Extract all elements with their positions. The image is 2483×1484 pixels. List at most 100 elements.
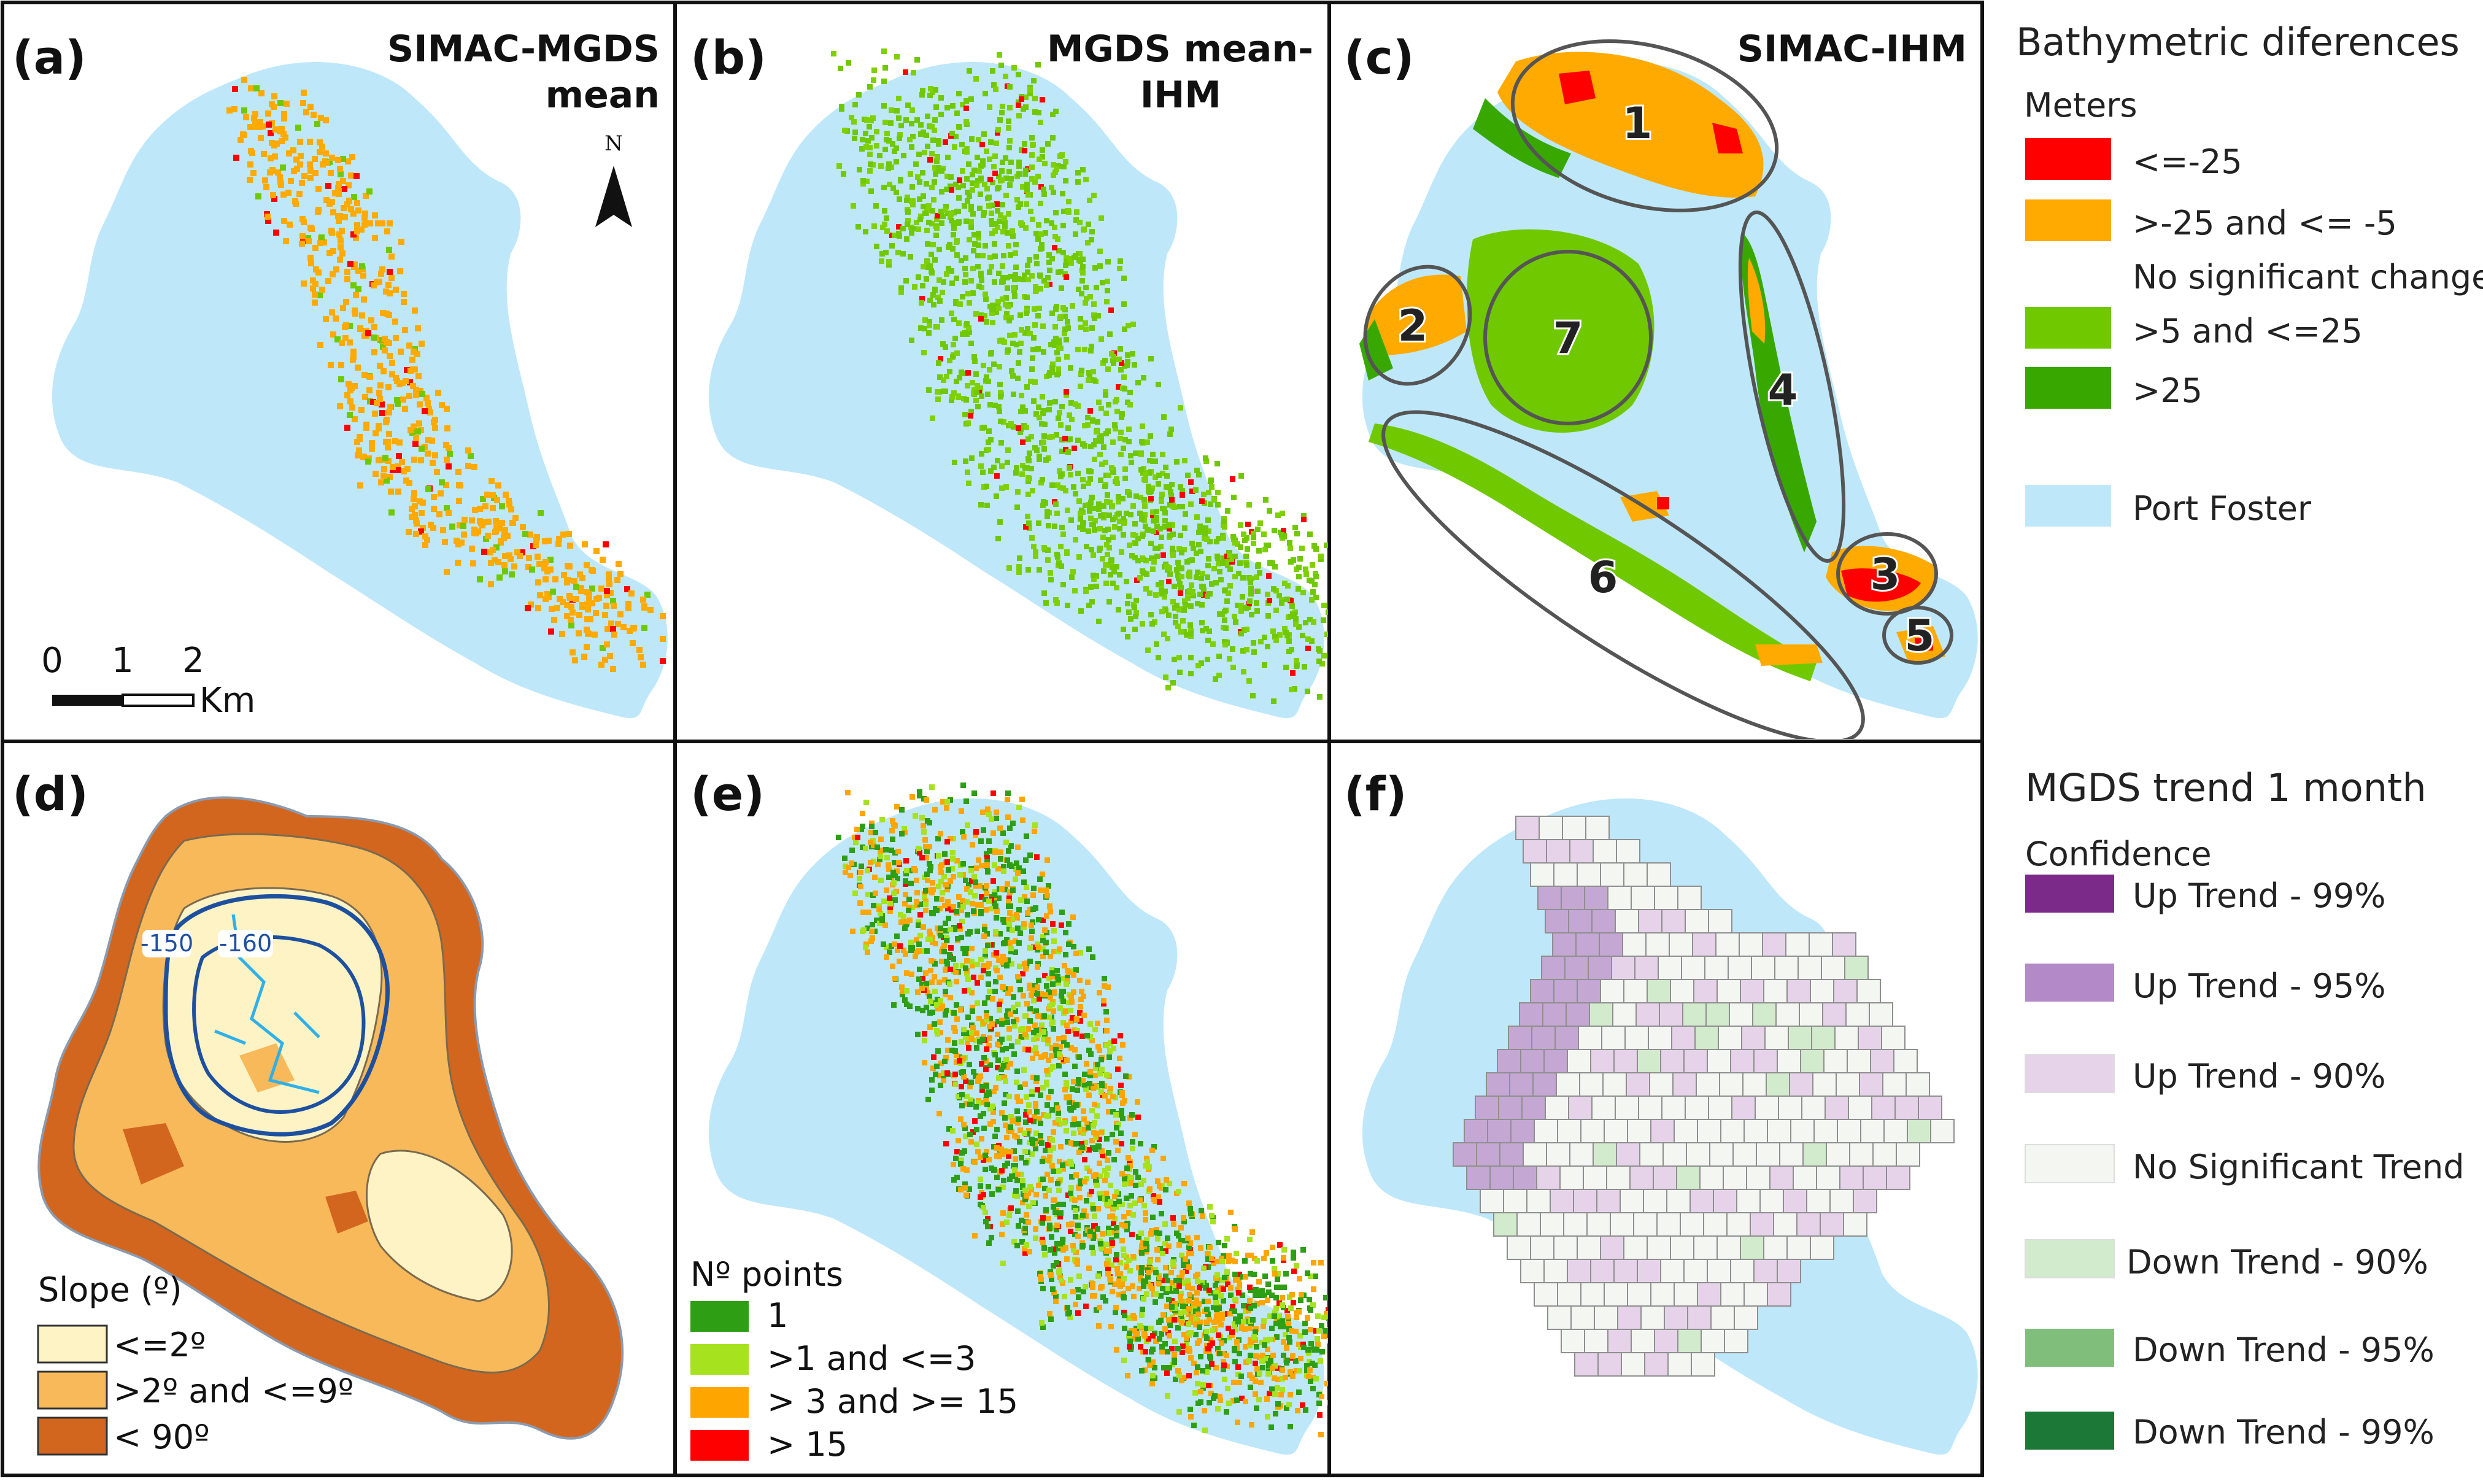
- map-cell: [1026, 520, 1032, 526]
- map-cell: [1137, 575, 1143, 581]
- map-cell: [1068, 472, 1073, 477]
- map-cell: [1012, 293, 1018, 299]
- map-cell: [989, 1191, 995, 1197]
- map-cell: [886, 161, 892, 167]
- map-cell: [1083, 1140, 1088, 1145]
- map-cell: [407, 427, 414, 433]
- map-cell: [543, 596, 549, 602]
- map-cell: [363, 193, 369, 199]
- map-cell: [1050, 135, 1056, 141]
- map-cell: [1095, 1273, 1101, 1279]
- map-cell: [363, 425, 369, 431]
- map-cell: [1224, 1236, 1230, 1242]
- map-cell: [625, 605, 631, 611]
- map-cell: [1104, 1172, 1110, 1178]
- map-cell: [1035, 984, 1040, 990]
- map-cell: [517, 553, 523, 559]
- map-cell: [1214, 1259, 1220, 1264]
- map-cell: [1178, 1291, 1184, 1296]
- map-cell: [1300, 633, 1305, 638]
- map-cell: [434, 469, 440, 475]
- map-cell: [1025, 269, 1030, 275]
- map-cell: [1248, 585, 1254, 591]
- map-cell: [970, 1005, 975, 1010]
- map-cell: [1164, 473, 1170, 479]
- map-cell: [1100, 535, 1106, 540]
- map-cell: [1273, 1321, 1279, 1326]
- panel-b-label: (b): [690, 30, 767, 85]
- map-cell: [1103, 411, 1109, 416]
- map-cell: [1265, 1297, 1270, 1303]
- map-cell: [1317, 694, 1323, 700]
- map-cell: [1226, 1401, 1232, 1406]
- map-cell: [947, 358, 952, 363]
- map-cell: [978, 316, 984, 322]
- map-cell: [1092, 518, 1098, 524]
- map-cell: [1118, 430, 1124, 435]
- map-cell: [568, 622, 574, 628]
- map-cell: [960, 371, 965, 376]
- map-cell: [925, 144, 930, 149]
- map-cell: [525, 564, 531, 570]
- map-cell: [1308, 1307, 1313, 1313]
- map-cell: [936, 980, 942, 985]
- map-cell: [358, 407, 365, 413]
- map-cell: [1005, 957, 1011, 963]
- map-cell: [990, 320, 995, 325]
- map-cell: [386, 340, 392, 346]
- map-cell: [917, 902, 923, 907]
- map-cell: [1057, 342, 1062, 347]
- map-cell: [1021, 277, 1026, 282]
- map-cell: [471, 464, 477, 470]
- map-cell: [1004, 937, 1010, 943]
- map-cell: [535, 605, 541, 611]
- map-cell: [1183, 1269, 1189, 1274]
- map-cell: [1284, 1405, 1289, 1411]
- map-cell: [863, 941, 869, 947]
- map-cell: [1011, 1051, 1017, 1057]
- map-cell: [1116, 1292, 1122, 1297]
- map-cell: [1293, 1358, 1299, 1364]
- map-cell: [938, 209, 944, 214]
- map-cell: [1030, 987, 1035, 993]
- map-cell: [1015, 926, 1021, 931]
- map-cell: [1176, 1283, 1182, 1289]
- map-cell: [1005, 460, 1010, 465]
- map-cell: [425, 486, 431, 492]
- map-cell: [1077, 1126, 1083, 1131]
- map-cell: [301, 90, 307, 96]
- map-cell: [1065, 325, 1071, 331]
- outer-frame: [1, 1, 1984, 1477]
- map-cell: [1230, 665, 1236, 670]
- map-cell: [1047, 282, 1052, 287]
- map-cell: [1017, 1139, 1022, 1145]
- map-cell: [1007, 1177, 1013, 1182]
- map-cell: [1018, 409, 1024, 414]
- map-cell: [1220, 1351, 1226, 1356]
- map-cell: [957, 301, 963, 307]
- map-cell: [909, 230, 914, 236]
- map-cell: [975, 232, 981, 238]
- map-cell: [952, 336, 958, 341]
- map-cell: [432, 417, 438, 423]
- map-cell: [1089, 495, 1094, 500]
- map-cell: [946, 867, 951, 873]
- map-cell: [859, 827, 864, 832]
- map-cell: [957, 902, 963, 908]
- map-cell: [1046, 989, 1051, 995]
- map-cell: [1002, 224, 1008, 230]
- map-cell: [1276, 1300, 1282, 1306]
- map-cell: [325, 183, 331, 189]
- map-cell: [1217, 569, 1222, 574]
- map-cell: [270, 192, 276, 198]
- scale-tick-1: 1: [112, 641, 134, 681]
- map-cell: [982, 927, 987, 932]
- map-cell: [1164, 1289, 1169, 1295]
- map-cell: [389, 371, 395, 377]
- map-cell: [995, 1065, 1000, 1070]
- map-cell: [1311, 1286, 1316, 1292]
- map-cell: [1036, 222, 1041, 228]
- map-cell: [1092, 1213, 1097, 1219]
- map-cell: [1065, 1029, 1071, 1034]
- map-cell: [952, 1029, 958, 1034]
